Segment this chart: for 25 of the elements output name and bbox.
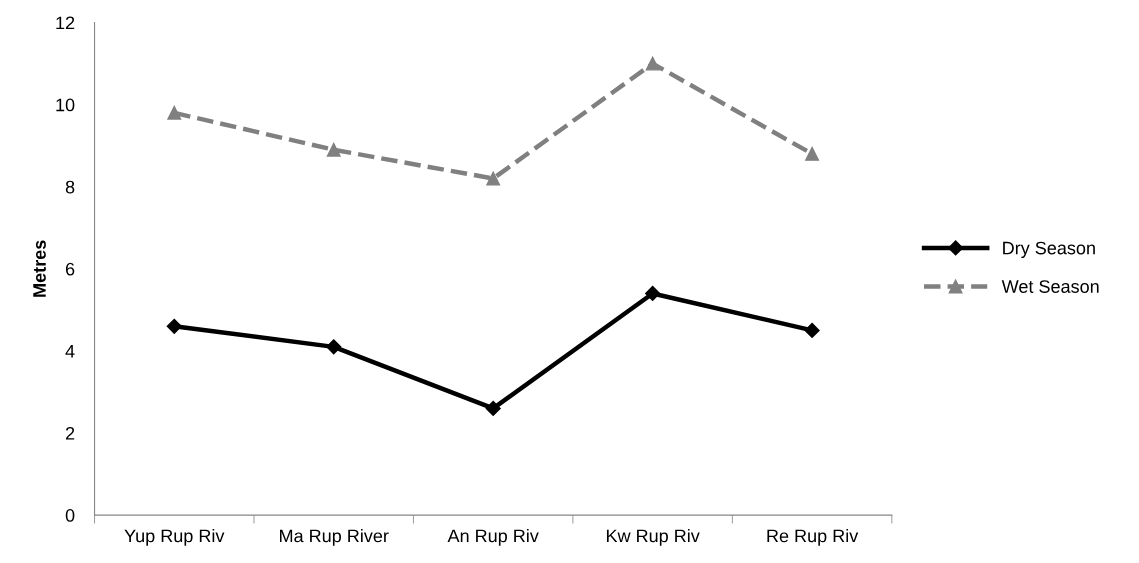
legend-label: Wet Season (1001, 280, 1099, 293)
y-tick-label: 8 (65, 180, 75, 194)
x-tick-label: Yup Rup Riv (124, 529, 225, 546)
point (486, 171, 501, 186)
x-tick-label: Re Rup Riv (767, 529, 859, 546)
point (645, 56, 660, 71)
point (166, 318, 182, 334)
legend-label: Dry Season (1003, 241, 1095, 258)
point (326, 339, 342, 355)
x-tick-label: An Rup Riv (447, 529, 539, 546)
point (805, 146, 820, 161)
point (167, 105, 182, 120)
y-tick-label: 4 (65, 345, 75, 358)
y-tick-label: 2 (65, 426, 75, 440)
y-tick-label: 0 (65, 509, 75, 522)
y-axis-title: Metres (33, 240, 46, 297)
x-tick-label: Ma Rup River (280, 529, 389, 546)
y-tick-label: 10 (56, 98, 75, 112)
x-tick-label: Kw Rup Riv (606, 529, 700, 546)
point (645, 285, 661, 302)
y-tick-label: 6 (65, 262, 75, 276)
point (804, 322, 820, 338)
y-tick-label: 12 (56, 16, 75, 30)
point (326, 142, 341, 157)
point (485, 400, 501, 416)
